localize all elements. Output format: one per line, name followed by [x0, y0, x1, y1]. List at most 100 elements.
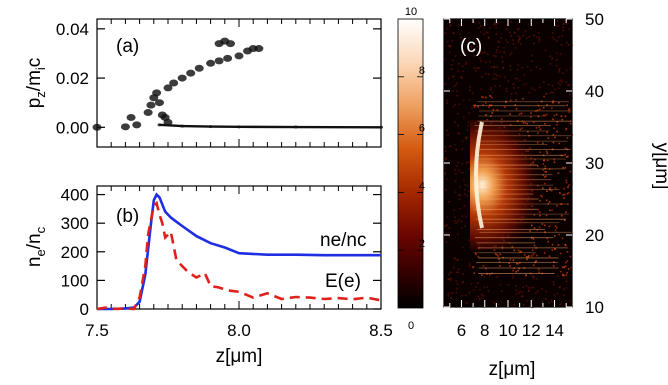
- heatmap-speck: [458, 103, 461, 106]
- heatmap-speck: [471, 107, 473, 110]
- panel-b-ytick-label: 200: [61, 243, 89, 262]
- heatmap-speck: [535, 36, 538, 38]
- heatmap-speck: [496, 254, 498, 256]
- heatmap-speck: [496, 109, 499, 111]
- panel-a-label: (a): [116, 36, 139, 57]
- heatmap-speck: [464, 50, 466, 53]
- heatmap-speck: [462, 171, 465, 174]
- heatmap-speck: [487, 290, 490, 292]
- heatmap-speck: [495, 23, 497, 26]
- heatmap-speck: [556, 292, 558, 295]
- heatmap-speck: [471, 51, 474, 53]
- heatmap-speck: [468, 98, 471, 101]
- heatmap-speck: [472, 266, 475, 268]
- heatmap-speck: [457, 161, 460, 164]
- heatmap-speck: [554, 88, 556, 90]
- heatmap-speck: [562, 26, 564, 29]
- heatmap-speck: [525, 256, 528, 258]
- heatmap-speck: [455, 280, 458, 282]
- heatmap-speck: [495, 51, 498, 53]
- heatmap-speck: [535, 260, 537, 262]
- heatmap-speck: [525, 83, 528, 85]
- heatmap-speck: [527, 289, 530, 292]
- heatmap-speck: [537, 31, 540, 34]
- heatmap-speck: [460, 172, 462, 174]
- heatmap-speck: [453, 75, 455, 77]
- heatmap-speck: [483, 286, 486, 289]
- heatmap-speck: [559, 53, 562, 55]
- heatmap-speck: [501, 118, 503, 120]
- heatmap-speck: [466, 136, 468, 138]
- heatmap-speck: [566, 272, 568, 274]
- heatmap-speck: [457, 70, 460, 72]
- heatmap-speck: [542, 106, 545, 109]
- heatmap-speck: [530, 286, 533, 288]
- heatmap-speck: [468, 168, 470, 170]
- heatmap-speck: [448, 44, 450, 47]
- heatmap-speck: [551, 249, 554, 251]
- heatmap-speck: [562, 274, 564, 277]
- heatmap-speck: [539, 68, 541, 70]
- annotation-E-e: E(e): [325, 271, 361, 292]
- heatmap-speck: [497, 275, 499, 277]
- heatmap-speck: [493, 301, 495, 304]
- heatmap-speck: [455, 148, 457, 151]
- heatmap-speck: [444, 58, 446, 61]
- heatmap-speck: [456, 259, 458, 261]
- heatmap-speck: [525, 37, 528, 40]
- heatmap-speck: [513, 87, 515, 89]
- heatmap-speck: [544, 49, 547, 52]
- heatmap-speck: [478, 297, 481, 300]
- heatmap-speck: [526, 299, 529, 302]
- heatmap-speck: [447, 232, 449, 235]
- heatmap-speck: [517, 28, 520, 30]
- heatmap-speck: [498, 41, 501, 43]
- heatmap-speck: [473, 106, 476, 108]
- heatmap-speck: [568, 107, 571, 110]
- heatmap-speck: [453, 209, 455, 212]
- panel-b-ytick-label: 400: [61, 186, 89, 205]
- heatmap-speck: [495, 276, 498, 278]
- heatmap-speck: [444, 173, 446, 176]
- heatmap-speck: [538, 40, 541, 42]
- heatmap-speck: [444, 83, 446, 85]
- heatmap-speck: [485, 72, 487, 75]
- panel-a-ytick-label: 0.04: [56, 20, 89, 39]
- heatmap-hotspot: [470, 120, 572, 250]
- heatmap-speck: [483, 275, 486, 278]
- heatmap-speck: [508, 262, 510, 265]
- heatmap-speck: [514, 104, 516, 106]
- heatmap-speck: [491, 96, 493, 99]
- heatmap-speck: [509, 113, 511, 116]
- heatmap-speck: [489, 273, 491, 276]
- colorbar-tick-label: 0: [408, 320, 414, 332]
- heatmap-speck: [473, 272, 475, 274]
- heatmap-speck: [447, 294, 449, 297]
- heatmap-speck: [487, 37, 490, 39]
- heatmap-speck: [460, 75, 462, 78]
- heatmap-speck: [512, 259, 515, 261]
- heatmap-speck: [546, 104, 548, 106]
- panel-b-ticks: 0 100 200 300 400 7.5 8.0 8.5: [61, 186, 393, 340]
- panel-b-ytick-label: 0: [80, 300, 89, 319]
- heatmap-speck: [560, 78, 563, 81]
- heatmap-speck: [457, 124, 459, 127]
- heatmap-speck: [502, 67, 505, 70]
- heatmap-speck: [480, 25, 482, 27]
- heatmap-speck: [523, 83, 525, 86]
- heatmap-speck: [556, 20, 559, 22]
- panel-b-lines: [96, 192, 382, 311]
- heatmap-speck: [454, 191, 457, 193]
- heatmap-speck: [468, 265, 471, 267]
- heatmap-speck: [563, 266, 566, 269]
- heatmap-speck: [552, 265, 555, 267]
- heatmap-speck: [447, 278, 449, 280]
- heatmap-speck: [515, 293, 518, 295]
- ylabel-b-slash: /n: [24, 233, 45, 249]
- heatmap-speck: [485, 61, 487, 63]
- heatmap-speck: [545, 113, 548, 116]
- heatmap-speck: [457, 271, 460, 274]
- heatmap-speck: [541, 288, 543, 290]
- heatmap-speck: [455, 291, 458, 294]
